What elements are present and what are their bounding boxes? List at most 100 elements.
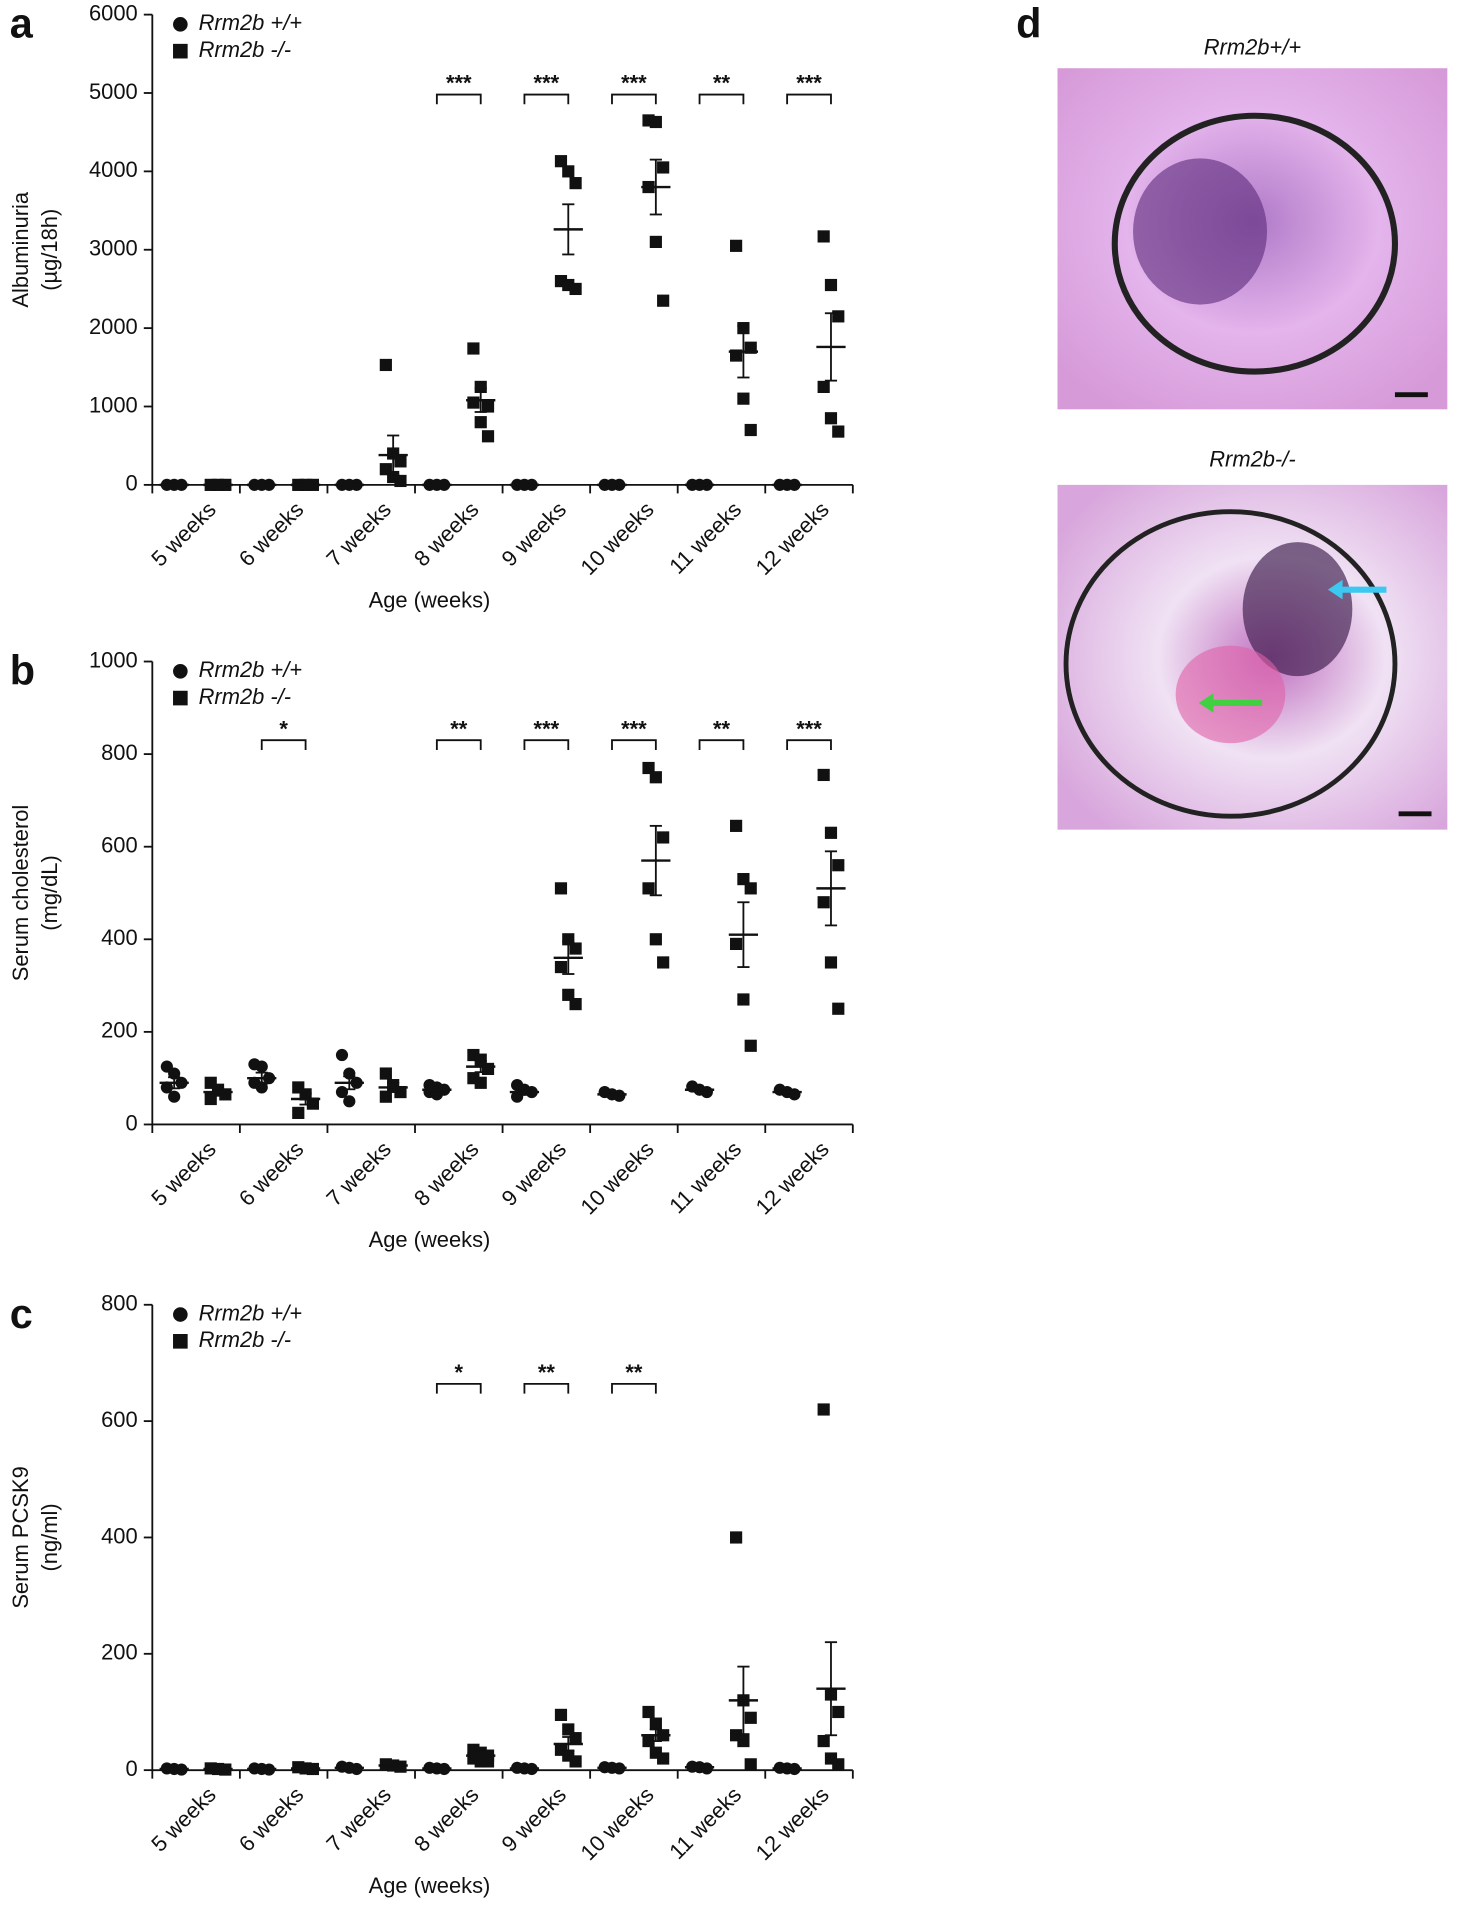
significance-bracket [435,739,482,750]
data-point [642,1734,655,1748]
legend-marker [173,690,188,706]
significance-label: * [279,716,288,741]
legend-marker [173,17,188,32]
significance-label: ** [625,1360,643,1385]
y-tick-label: 600 [101,1407,138,1432]
data-point [394,474,407,488]
glomerulus-core [1133,158,1268,305]
data-point [562,988,575,1001]
x-tick-label: 5 weeks [146,1782,221,1857]
legend-marker [173,663,188,679]
data-point [832,425,845,438]
data-point [569,177,582,190]
y-tick-label: 0 [126,1756,138,1781]
significance-label: *** [796,71,822,96]
x-tick-label: 7 weeks [321,1782,396,1857]
y-axis-label: (ng/ml) [37,1503,62,1571]
y-tick-label: 200 [101,1018,138,1043]
data-point [343,1095,356,1108]
data-point [730,819,743,832]
data-point [467,396,480,409]
x-tick-label: 9 weeks [497,1782,572,1857]
data-point [730,937,743,951]
data-point [379,358,392,372]
x-tick-label: 12 weeks [751,1136,834,1219]
data-point [737,392,750,405]
data-point [219,1088,232,1101]
y-axis-label: Serum cholesterol [8,805,33,982]
data-point [817,1734,830,1748]
significance-bracket [611,1382,657,1394]
y-axis-label: (µg/18h) [37,209,62,291]
significance-label: *** [621,716,647,741]
y-tick-label: 800 [101,740,138,765]
data-point [481,1755,495,1768]
panel-letter: b [10,648,35,694]
panel-letter: a [10,1,34,47]
data-point [292,1106,305,1119]
data-point [832,1002,845,1015]
glomerulus-outline [1111,112,1399,375]
data-point [832,310,845,323]
y-tick-label: 2000 [89,314,138,339]
data-point [657,831,670,844]
x-tick-label: 6 weeks [234,497,309,572]
data-point [817,768,830,782]
significance-bracket [611,739,657,750]
significance-label: *** [621,71,647,96]
y-axis-label: (mg/dL) [37,855,62,930]
data-point [737,1734,750,1748]
y-tick-label: 5000 [89,79,138,104]
data-point [569,998,582,1011]
data-point [255,1060,268,1073]
arrow-head [1327,579,1343,600]
data-point [642,882,655,895]
y-tick-label: 1000 [89,647,138,672]
x-tick-label: 5 weeks [146,497,221,572]
data-point [657,161,670,174]
data-point [569,942,582,955]
significance-bracket [435,1382,482,1394]
data-point [642,1705,655,1719]
data-point [481,1062,495,1076]
legend-label: Rrm2b -/- [199,37,292,62]
panel-letter: d [1016,1,1041,47]
significance-label: ** [538,1360,556,1385]
data-point [649,933,662,946]
data-point [817,230,830,243]
legend-label: Rrm2b +/+ [199,1300,303,1325]
data-point [832,859,845,872]
image-title: Rrm2b+/+ [1204,35,1302,60]
data-point [744,423,757,437]
significance-label: ** [450,716,468,741]
x-tick-label: 10 weeks [575,497,658,580]
data-point [306,1097,319,1110]
data-point [394,1085,407,1099]
y-axis-label: Albuminuria [8,191,33,307]
legend-label: Rrm2b -/- [199,1327,292,1352]
data-point [744,1711,757,1724]
x-tick-label: 9 weeks [497,497,572,572]
arrow-head [1198,693,1214,713]
data-point [335,1048,349,1062]
x-tick-label: 6 weeks [234,1782,309,1857]
data-point [824,826,838,839]
data-point [824,412,838,425]
data-point [817,896,830,909]
significance-bracket [260,739,307,750]
y-tick-label: 3000 [89,236,138,261]
x-axis-label: Age (weeks) [369,1227,491,1252]
x-tick-label: 10 weeks [575,1782,658,1865]
data-point [474,1053,487,1066]
data-point [657,956,670,969]
data-point [817,380,830,393]
significance-bracket [435,93,482,105]
significance-bracket [786,739,832,750]
x-tick-label: 5 weeks [146,1136,221,1211]
legend-label: Rrm2b +/+ [199,10,303,35]
data-point [554,960,568,974]
data-point [474,1076,487,1089]
significance-label: ** [713,716,731,741]
x-tick-label: 9 weeks [497,1136,572,1211]
data-point [379,1090,392,1103]
